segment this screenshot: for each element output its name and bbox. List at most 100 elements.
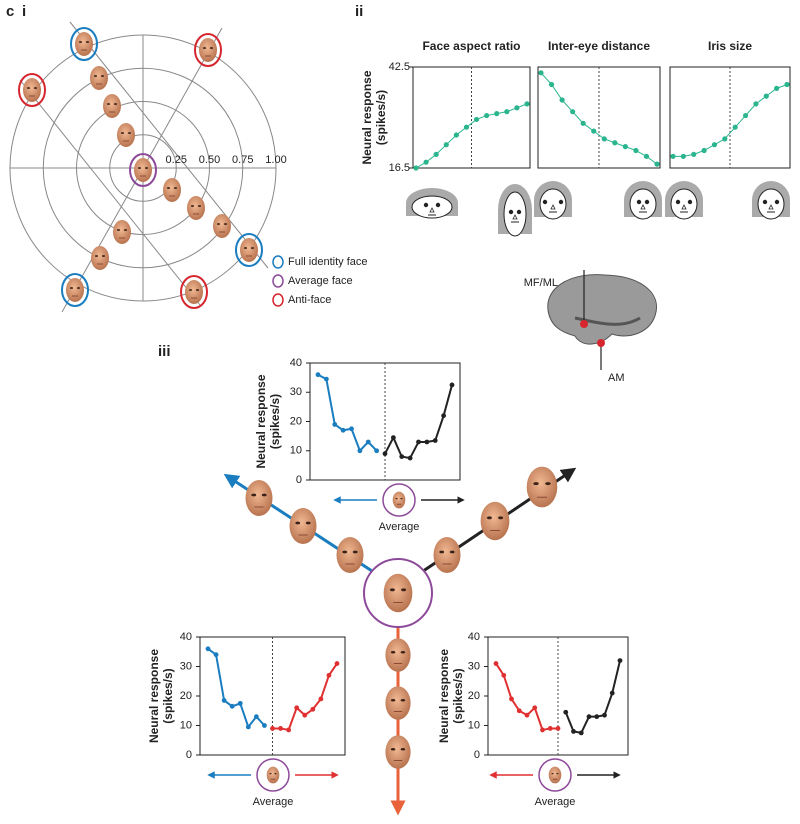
data-point (286, 727, 292, 733)
schematic-nose (681, 204, 687, 210)
y-axis-label: (spikes/s) (374, 90, 388, 145)
data-point (302, 712, 308, 718)
face-image (185, 280, 203, 304)
data-point (524, 712, 530, 718)
legend-label: Average face (288, 275, 353, 287)
face-image (392, 491, 406, 509)
face-image (103, 94, 121, 118)
brain-label: AM (608, 372, 625, 384)
y-tick-label: 10 (180, 719, 192, 731)
data-point (504, 109, 510, 115)
data-point (654, 161, 660, 167)
y-tick-label: 0 (296, 474, 302, 486)
data-point (591, 128, 597, 134)
face-eye (197, 205, 202, 207)
face-image (336, 537, 364, 573)
face-eye (250, 247, 255, 249)
face-image (163, 178, 181, 202)
data-point (441, 413, 447, 419)
data-point (578, 730, 584, 736)
r-tick-label: 0.75 (232, 154, 253, 166)
data-point (602, 712, 607, 718)
face-ring (235, 233, 263, 267)
data-point (547, 726, 553, 731)
data-point (532, 705, 538, 711)
data-point (365, 439, 371, 445)
schematic-face (757, 188, 785, 220)
face-eye (449, 550, 455, 554)
data-point (722, 136, 728, 142)
face-eye (400, 497, 403, 500)
schematic-nose (768, 204, 774, 210)
data-point (563, 709, 569, 715)
face-eye (390, 698, 396, 702)
schematic-face (411, 195, 453, 219)
y-axis-label: (spikes/s) (161, 668, 175, 723)
schematic-nose (429, 207, 435, 213)
data-point (413, 165, 419, 171)
data-point (612, 140, 618, 146)
data-point (340, 427, 346, 433)
face-ring (70, 27, 98, 61)
face-eye (190, 205, 195, 207)
y-tick-label: 20 (180, 690, 192, 702)
face-eye (439, 550, 445, 554)
data-point (548, 81, 555, 88)
x-axis-label: Average (253, 796, 294, 808)
data-point (205, 646, 211, 652)
data-point (278, 726, 283, 731)
face-eye (93, 75, 98, 77)
legend-swatch (272, 274, 284, 288)
data-point (423, 159, 429, 165)
face-eye (106, 103, 111, 105)
face-image (383, 573, 413, 613)
r-tick-label: 0.50 (199, 154, 220, 166)
data-point (601, 136, 607, 142)
schematic-nose (640, 204, 646, 210)
y-tick-label: 30 (290, 386, 302, 398)
data-point (586, 714, 592, 720)
face-eye (76, 287, 81, 289)
data-point (237, 700, 243, 706)
face-eye (533, 482, 539, 486)
y-tick-label: 40 (290, 357, 302, 369)
data-point (617, 658, 623, 663)
legend-swatch (272, 293, 284, 307)
face-image (266, 766, 280, 784)
face-eye (202, 47, 207, 49)
data-point (594, 714, 600, 720)
data-point (473, 116, 480, 123)
data-point (374, 448, 380, 454)
polar-grid-ring (76, 101, 210, 235)
data-point (294, 705, 300, 711)
r-tick-label: 0.25 (166, 154, 187, 166)
face-ring (180, 275, 208, 309)
chart-title: Inter-eye distance (548, 39, 650, 53)
face-eye (400, 747, 406, 751)
y-tick-label: 20 (290, 415, 302, 427)
face-image (90, 66, 108, 90)
data-point (326, 672, 332, 678)
r-tick-label: 1.00 (265, 154, 286, 166)
schematic-face (629, 188, 657, 220)
data-point (742, 112, 749, 119)
face-eye (269, 772, 272, 775)
data-point (701, 147, 707, 154)
average-ring (382, 483, 416, 517)
face-image (113, 220, 131, 244)
y-tick-label: 42.5 (389, 61, 410, 73)
face-eye (243, 247, 248, 249)
face-eye (545, 482, 551, 486)
panel-label: c (6, 3, 14, 20)
face-image (480, 501, 510, 541)
data-point (559, 97, 565, 103)
data-point (213, 652, 219, 658)
face-eye (395, 497, 398, 500)
data-point (643, 153, 650, 159)
schematic-nose (512, 214, 518, 220)
data-point (609, 690, 615, 696)
data-point (763, 93, 769, 99)
face-eye (486, 516, 492, 520)
data-point (670, 153, 676, 159)
